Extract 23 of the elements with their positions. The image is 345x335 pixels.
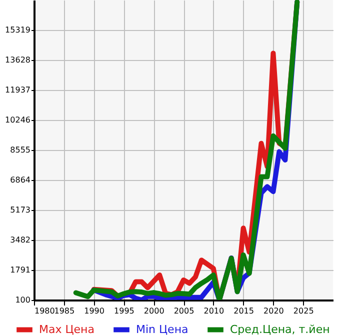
y-tick-label: 5173 xyxy=(10,206,30,214)
y-tick-label: 8555 xyxy=(10,146,30,154)
y-tick-label: 3482 xyxy=(10,236,30,244)
x-tick-label: 1990 xyxy=(84,306,104,316)
y-tick-label: 11937 xyxy=(5,86,30,94)
x-tick-label: 2005 xyxy=(174,306,194,316)
x-tick-label: 2020 xyxy=(264,306,284,316)
legend-label: Min Цена xyxy=(136,322,188,335)
legend-label: Сред.Цена, т.йен xyxy=(230,322,330,335)
y-tick-label: 6864 xyxy=(10,176,30,184)
y-tick-label: 13628 xyxy=(5,56,30,64)
y-tick-label: 15319 xyxy=(5,26,30,34)
x-tick-label: 2010 xyxy=(204,306,224,316)
y-tick-label: 100 xyxy=(15,296,30,304)
x-tick-label: 1995 xyxy=(114,306,134,316)
legend-label: Max Цена xyxy=(39,322,94,335)
x-tick-label: 2025 xyxy=(293,306,314,316)
x-tick-label: 1980 xyxy=(34,306,55,316)
x-tick-label: 2015 xyxy=(234,306,254,316)
x-tick-label: 2000 xyxy=(144,306,164,316)
y-tick-label: 10246 xyxy=(5,116,30,124)
x-tick-label: 1985 xyxy=(54,306,75,316)
y-tick-label: 1791 xyxy=(10,266,30,274)
